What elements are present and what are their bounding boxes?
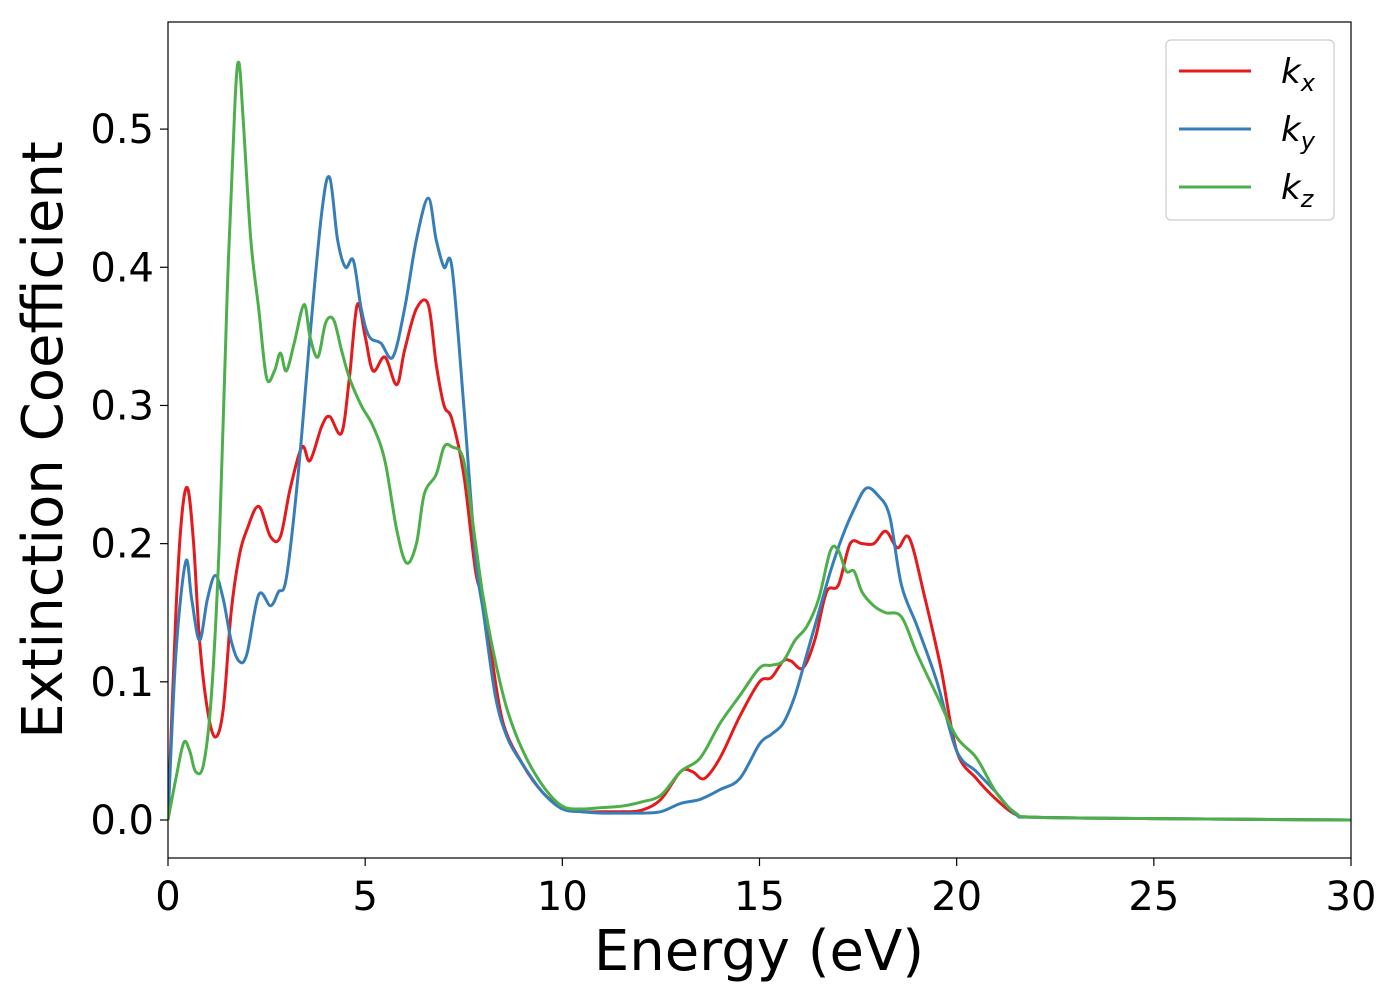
legend-label-k-x: kx [1281,52,1316,97]
legend-label-k-z: kz [1281,168,1315,213]
y-tick-label: 0.2 [90,522,154,568]
series-line-k-x [168,298,1351,822]
series-line-k-z [168,60,1351,822]
x-tick-label: 25 [1128,874,1179,920]
x-tick-label: 5 [352,874,377,920]
x-tick-label: 20 [931,874,982,920]
x-axis: 0 5 10 15 20 25 30 [155,858,1376,920]
y-tick-label: 0.1 [90,660,154,706]
y-tick-label: 0.0 [90,798,154,844]
y-axis-title: Extinction Coefficient [11,141,76,739]
y-axis: 0.0 0.1 0.2 0.3 0.4 0.5 [90,107,168,844]
legend-label-k-y: ky [1281,110,1316,155]
y-tick-label: 0.4 [90,245,154,291]
x-tick-label: 10 [537,874,588,920]
y-tick-label: 0.5 [90,107,154,153]
legend: kx ky kz [1165,39,1335,221]
x-tick-label: 15 [734,874,785,920]
series-line-k-y [168,175,1351,822]
x-tick-label: 0 [155,874,180,920]
x-axis-title: Energy (eV) [594,919,924,984]
x-tick-label: 30 [1326,874,1377,920]
y-tick-label: 0.3 [90,383,154,429]
